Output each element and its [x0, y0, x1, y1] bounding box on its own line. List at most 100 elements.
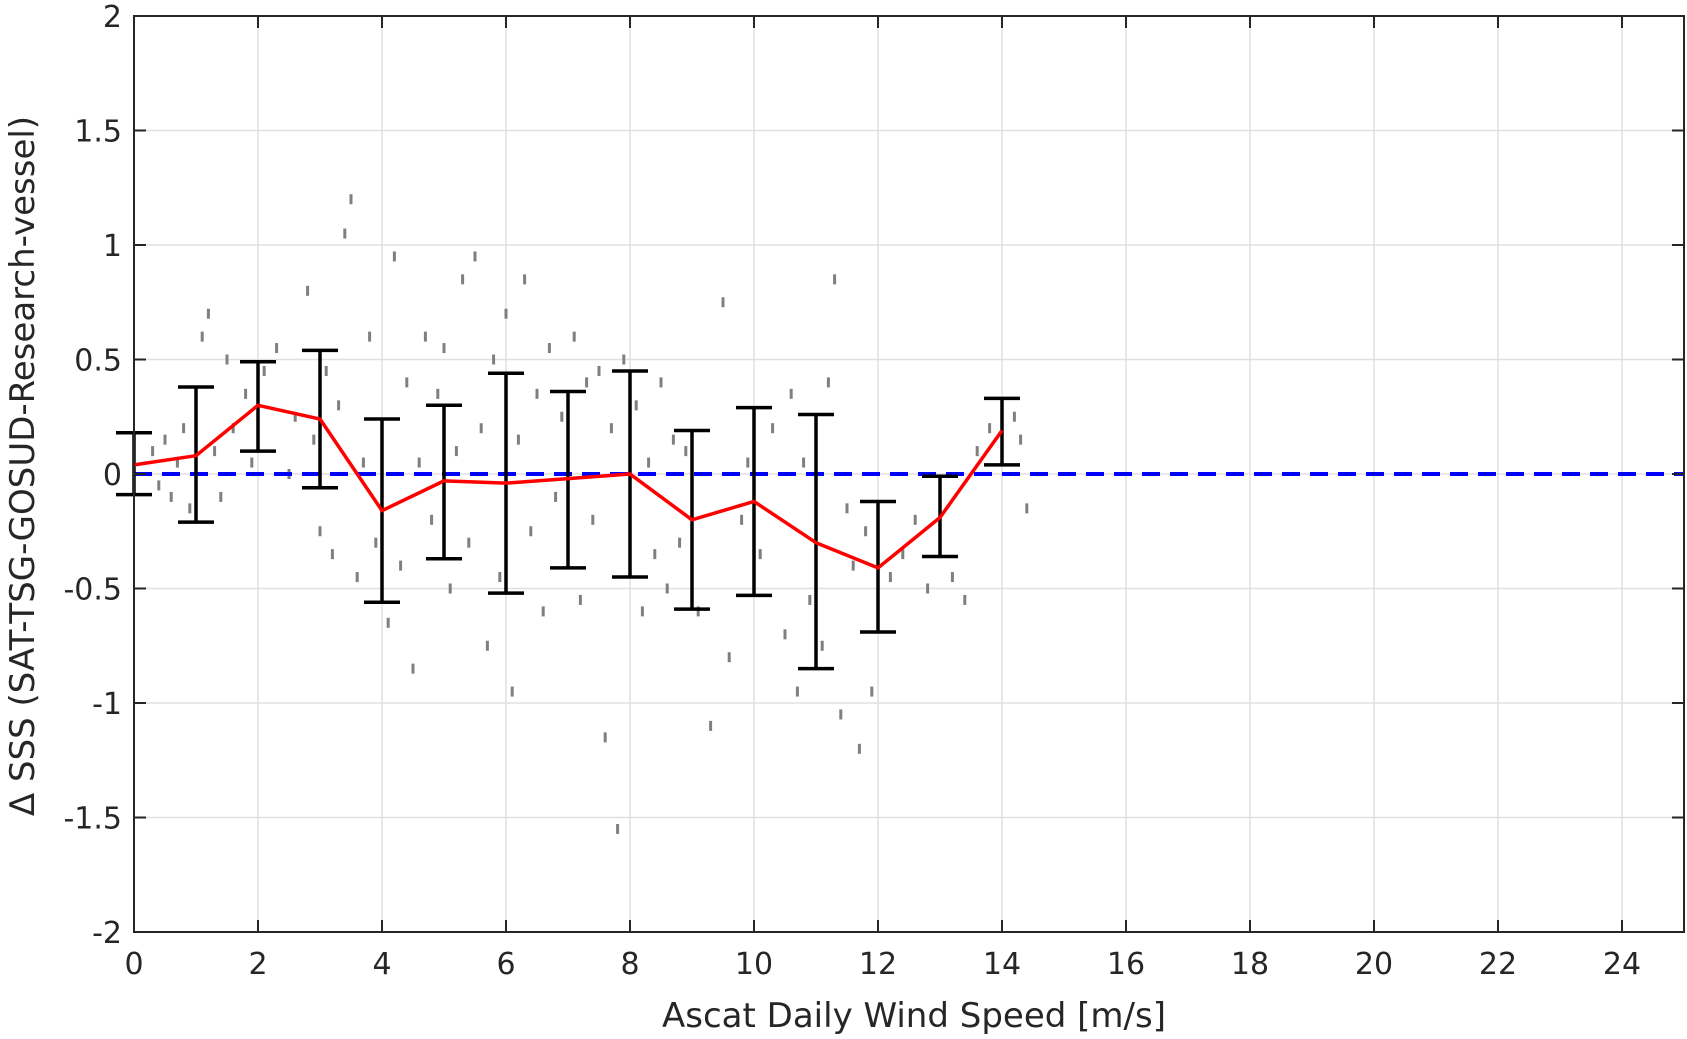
y-tick-label: -1.5 [63, 802, 122, 837]
scatter-point [671, 434, 675, 445]
scatter-point [343, 228, 347, 239]
scatter-point [795, 686, 799, 697]
scatter-point [554, 491, 558, 502]
scatter-point [988, 423, 992, 434]
scatter-point [250, 457, 254, 468]
x-tick-label: 2 [248, 947, 267, 982]
scatter-point [430, 514, 434, 525]
scatter-point [312, 434, 316, 445]
scatter-point [448, 583, 452, 594]
x-tick-label: 20 [1355, 947, 1393, 982]
scatter-point [188, 503, 192, 514]
scatter-point [355, 572, 359, 583]
scatter-point [225, 354, 229, 365]
x-tick-label: 0 [124, 947, 143, 982]
grid [134, 16, 1684, 932]
scatter-point [640, 606, 644, 617]
scatter-point [609, 423, 613, 434]
scatter-point [535, 388, 539, 399]
scatter-point [913, 514, 917, 525]
x-tick-label: 22 [1479, 947, 1517, 982]
y-tick-label: -1 [92, 687, 122, 722]
scatter-point [399, 560, 403, 571]
scatter-point [213, 446, 217, 457]
scatter-point [516, 434, 520, 445]
scatter-point [361, 457, 365, 468]
scatter-point [479, 423, 483, 434]
y-axis-label: Δ SSS (SAT-TSG-GOSUD-Research-vessel) [3, 116, 43, 816]
scatter-point [337, 400, 341, 411]
scatter-point [839, 709, 843, 720]
x-tick-label: 12 [859, 947, 897, 982]
x-tick-label: 18 [1231, 947, 1269, 982]
x-tick-label: 16 [1107, 947, 1145, 982]
scatter-point [467, 537, 471, 548]
scatter-point [442, 343, 446, 354]
scatter-point [659, 377, 663, 388]
scatter-point [845, 503, 849, 514]
axes [133, 15, 1685, 933]
scatter-point [740, 514, 744, 525]
y-tick-label: 0 [103, 458, 122, 493]
scatter-point [1025, 503, 1029, 514]
y-tick-label: 1 [103, 229, 122, 264]
scatter-point [888, 572, 892, 583]
scatter-point [200, 331, 204, 342]
x-tick-label: 14 [983, 947, 1021, 982]
x-tick-labels: 0 2 4 6 8 10 12 14 16 18 20 22 24 [124, 947, 1641, 982]
scatter-point [857, 743, 861, 754]
scatter-point [175, 457, 179, 468]
scatter-point [585, 377, 589, 388]
scatter-point [696, 606, 700, 617]
scatter-point [504, 308, 508, 319]
scatter-point [572, 331, 576, 342]
scatter-point [746, 457, 750, 468]
scatter-point [405, 377, 409, 388]
scatter-point [950, 572, 954, 583]
scatter-point [349, 194, 353, 205]
scatter-point [423, 331, 427, 342]
scatter-point [597, 365, 601, 376]
scatter-point [330, 549, 334, 560]
scatter-point [820, 640, 824, 651]
scatter-point [529, 526, 533, 537]
scatter-point [386, 617, 390, 628]
scatter-point [206, 308, 210, 319]
scatter-point [510, 686, 514, 697]
scatter-point [975, 446, 979, 457]
scatter-point [709, 720, 713, 731]
scatter-point [653, 549, 657, 560]
scatter-point [485, 640, 489, 651]
scatter-point [411, 663, 415, 674]
scatter-point [591, 514, 595, 525]
scatter-point [157, 480, 161, 491]
scatter-point [647, 457, 651, 468]
scatter-point [833, 274, 837, 285]
x-tick-label: 8 [620, 947, 639, 982]
scatter-point [684, 446, 688, 457]
scatter-point [244, 388, 248, 399]
scatter-point [560, 411, 564, 422]
scatter-point [808, 594, 812, 605]
scatter-point [461, 274, 465, 285]
scatter-point [1012, 411, 1016, 422]
scatter-point [306, 285, 310, 296]
scatter-point [678, 537, 682, 548]
scatter-point [634, 400, 638, 411]
scatter-point [392, 251, 396, 262]
scatter-point [275, 343, 279, 354]
scatter-point [603, 732, 607, 743]
scatter-point [498, 572, 502, 583]
scatter-point [758, 549, 762, 560]
scatter-point [864, 526, 868, 537]
scatter-point [771, 423, 775, 434]
scatter-point [901, 549, 905, 560]
scatter-point [616, 823, 620, 834]
y-tick-label: 0.5 [74, 344, 122, 379]
scatter-point [163, 434, 167, 445]
scatter-point [1019, 434, 1023, 445]
scatter-point [324, 365, 328, 376]
scatter-point [851, 560, 855, 571]
scatter-point [826, 377, 830, 388]
